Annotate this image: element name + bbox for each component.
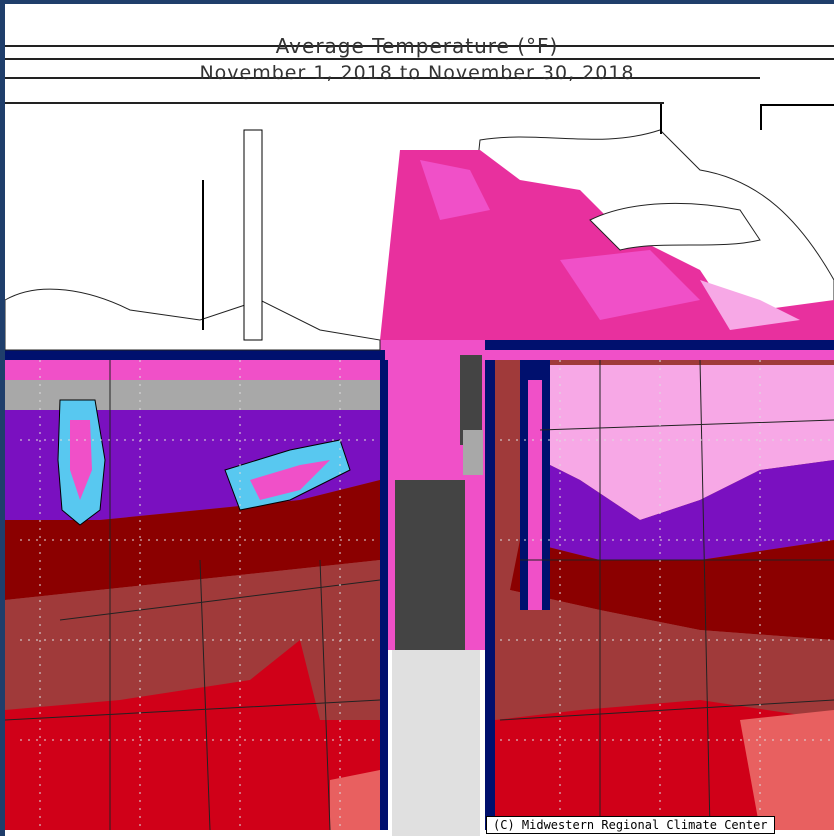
gray-block xyxy=(392,650,480,836)
dark-block xyxy=(395,480,465,650)
vertical-artifact xyxy=(243,129,263,341)
credit-label: (C) Midwestern Regional Climate Center xyxy=(486,816,775,834)
gray-block xyxy=(463,430,483,475)
map-title: Average Temperature (°F) xyxy=(275,34,559,58)
pink-patch xyxy=(560,250,700,320)
lake-superior xyxy=(589,202,761,251)
pink-patch xyxy=(420,160,490,220)
coastline-left xyxy=(4,288,381,351)
subtitle-stripe xyxy=(0,102,664,104)
title-stripe xyxy=(0,58,834,60)
top-border xyxy=(0,0,834,4)
north-pink-region xyxy=(380,150,834,340)
title-stripe xyxy=(0,45,834,47)
dark-block xyxy=(460,355,482,445)
subtitle-stripe xyxy=(0,77,760,79)
left-border xyxy=(0,0,5,836)
light-pink-patch xyxy=(700,280,800,330)
right-panel xyxy=(485,340,834,831)
left-panel xyxy=(4,350,388,831)
map-subtitle: November 1, 2018 to November 30, 2018 xyxy=(199,62,635,84)
